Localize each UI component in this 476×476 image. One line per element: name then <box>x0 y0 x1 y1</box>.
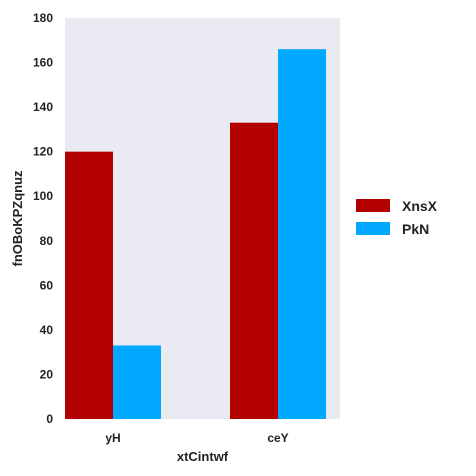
bar-XnsX-ceY <box>230 122 278 419</box>
bar-PkN-ceY <box>278 49 326 419</box>
x-tick-label: ceY <box>267 431 288 445</box>
y-tick-label: 180 <box>33 11 53 25</box>
y-tick-label: 40 <box>40 323 54 337</box>
y-tick-label: 140 <box>33 100 53 114</box>
y-tick-label: 20 <box>40 367 54 381</box>
x-axis-label: xtCintwf <box>177 449 229 464</box>
legend-swatch-PkN <box>356 222 390 235</box>
legend-label-XnsX: XnsX <box>402 198 438 214</box>
y-tick-label: 60 <box>40 278 54 292</box>
bar-XnsX-yH <box>65 151 113 419</box>
bar-PkN-yH <box>113 345 161 419</box>
y-axis-label: fnOBoKPZqnuz <box>10 170 25 267</box>
legend-label-PkN: PkN <box>402 221 429 237</box>
x-axis-ticks: yH ceY <box>105 431 288 445</box>
y-axis-ticks: 0 20 40 60 80 100 120 140 160 180 <box>33 11 53 426</box>
y-tick-label: 120 <box>33 145 53 159</box>
y-tick-label: 0 <box>46 412 53 426</box>
y-tick-label: 100 <box>33 189 53 203</box>
legend: XnsX PkN <box>356 198 438 237</box>
y-tick-label: 160 <box>33 56 53 70</box>
y-tick-label: 80 <box>40 234 54 248</box>
legend-swatch-XnsX <box>356 199 390 212</box>
bars-group <box>65 49 326 419</box>
x-tick-label: yH <box>105 431 120 445</box>
